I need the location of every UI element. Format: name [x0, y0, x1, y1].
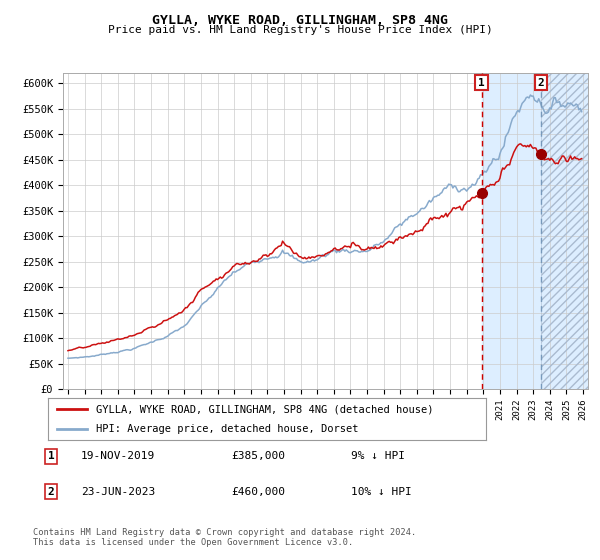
Text: 23-JUN-2023: 23-JUN-2023	[81, 487, 155, 497]
Text: Price paid vs. HM Land Registry's House Price Index (HPI): Price paid vs. HM Land Registry's House …	[107, 25, 493, 35]
Text: 2: 2	[47, 487, 55, 497]
Text: HPI: Average price, detached house, Dorset: HPI: Average price, detached house, Dors…	[96, 424, 359, 434]
Text: Contains HM Land Registry data © Crown copyright and database right 2024.
This d: Contains HM Land Registry data © Crown c…	[33, 528, 416, 547]
Text: 1: 1	[47, 451, 55, 461]
Text: £385,000: £385,000	[231, 451, 285, 461]
Bar	[541, 73, 600, 389]
Text: 9% ↓ HPI: 9% ↓ HPI	[351, 451, 405, 461]
Text: 2: 2	[538, 77, 545, 87]
Text: 19-NOV-2019: 19-NOV-2019	[81, 451, 155, 461]
Bar	[482, 73, 600, 389]
Text: 10% ↓ HPI: 10% ↓ HPI	[351, 487, 412, 497]
Text: GYLLA, WYKE ROAD, GILLINGHAM, SP8 4NG: GYLLA, WYKE ROAD, GILLINGHAM, SP8 4NG	[152, 14, 448, 27]
Text: GYLLA, WYKE ROAD, GILLINGHAM, SP8 4NG (detached house): GYLLA, WYKE ROAD, GILLINGHAM, SP8 4NG (d…	[96, 404, 434, 414]
Text: 1: 1	[478, 77, 485, 87]
Text: £460,000: £460,000	[231, 487, 285, 497]
